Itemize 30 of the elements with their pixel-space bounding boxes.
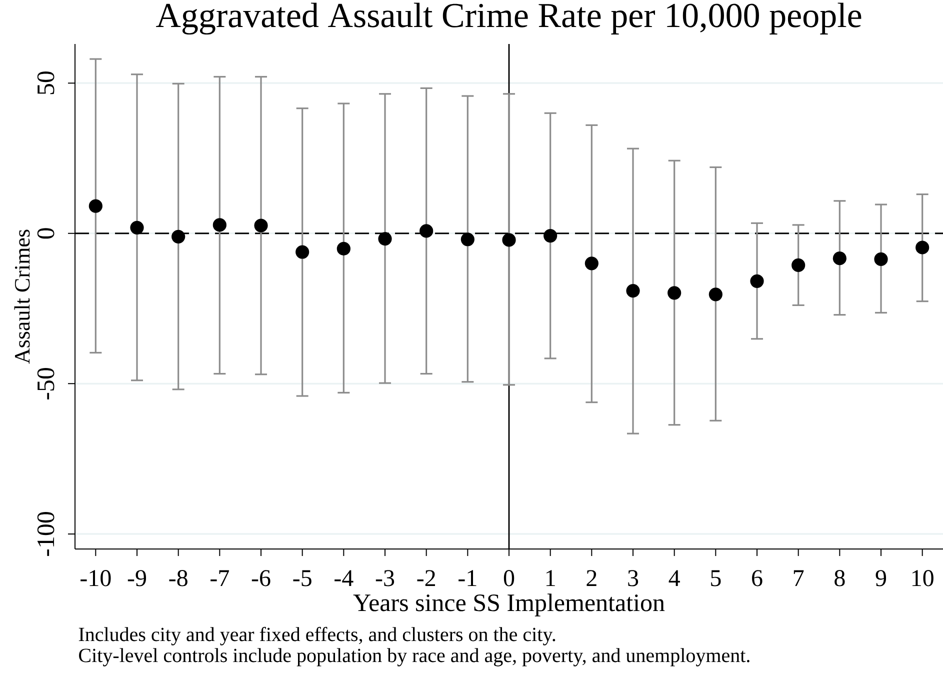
x-tick-label: 6: [752, 570, 762, 586]
y-tick-label: 50: [37, 72, 54, 94]
chart-title: Aggravated Assault Crime Rate per 10,000 people: [156, 2, 862, 35]
x-tick-label: 2: [586, 570, 596, 586]
x-axis-title: Years since SS Implementation: [353, 594, 665, 616]
y-tick-label: 0: [37, 228, 54, 239]
x-tick-label: 8: [834, 570, 845, 586]
x-tick-label: -6: [252, 570, 270, 586]
x-tick-label: 3: [628, 570, 638, 586]
x-tick-label: -7: [210, 570, 229, 586]
x-tick-label: 5: [711, 570, 721, 586]
y-axis-title: Assault Crimes: [14, 230, 30, 364]
x-tick-label: -10: [80, 570, 111, 586]
x-tick-label: -8: [169, 570, 188, 586]
x-tick-label: 10: [912, 570, 934, 586]
x-tick-label: 7: [794, 570, 804, 586]
x-tick-label: -2: [417, 570, 436, 586]
text: Includes city and year fixed effects, and clusters on the city.: [78, 626, 556, 646]
x-tick-label: 1: [546, 570, 555, 586]
x-tick-label: 4: [668, 570, 680, 586]
y-tick-label: -100: [37, 512, 54, 556]
x-tick-label: -4: [334, 570, 354, 586]
y-tick-label: -50: [37, 368, 54, 400]
x-tick-label: -5: [293, 570, 312, 586]
text: City-level controls include population by race and age, poverty, and unemployment.: [79, 648, 750, 666]
x-tick-label: -9: [128, 570, 146, 586]
x-tick-label: -3: [376, 570, 394, 586]
x-tick-label: -1: [458, 570, 476, 586]
x-tick-label: 0: [504, 570, 514, 586]
x-tick-label: 9: [876, 570, 886, 586]
